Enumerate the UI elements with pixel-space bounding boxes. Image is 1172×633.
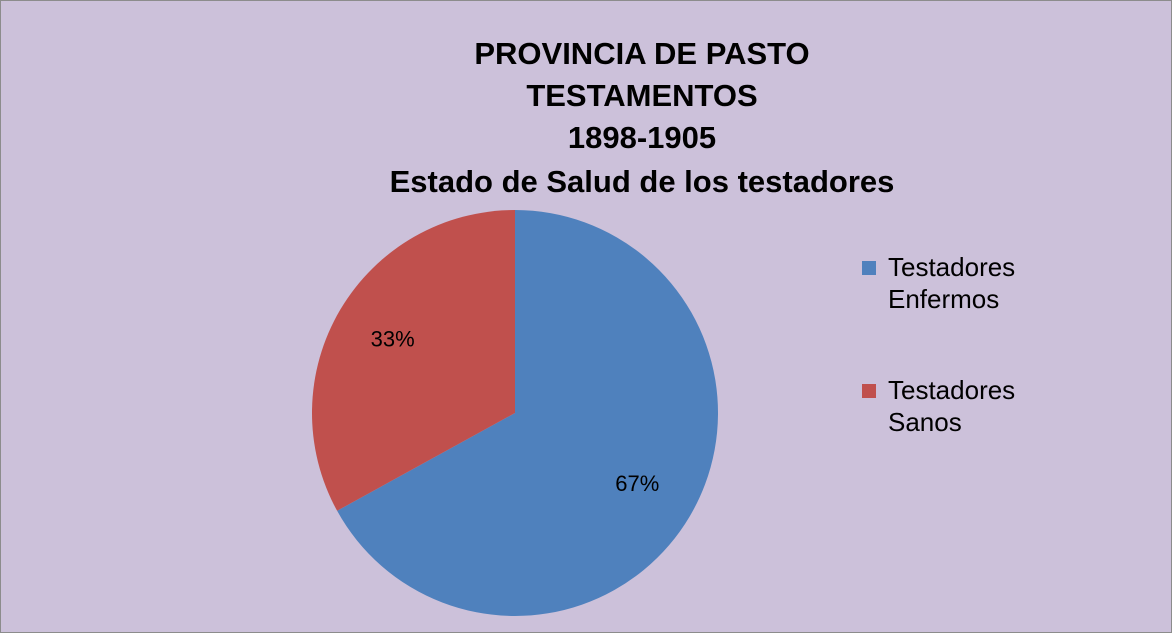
pie-slice bbox=[337, 210, 718, 616]
legend-label: Testadores Sanos bbox=[888, 375, 1016, 437]
legend-swatch bbox=[862, 261, 876, 275]
chart-title: Estado de Salud de los testadores bbox=[390, 164, 895, 199]
chart-title: PROVINCIA DE PASTO bbox=[474, 36, 809, 71]
data-label: 67% bbox=[615, 471, 659, 496]
chart-title: TESTAMENTOS bbox=[526, 78, 757, 113]
legend-swatch bbox=[862, 384, 876, 398]
legend-label: Testadores Enfermos bbox=[888, 252, 1016, 314]
pie-slice bbox=[312, 209, 515, 511]
chart-title: 1898-1905 bbox=[568, 120, 716, 155]
data-label: 33% bbox=[371, 326, 415, 351]
